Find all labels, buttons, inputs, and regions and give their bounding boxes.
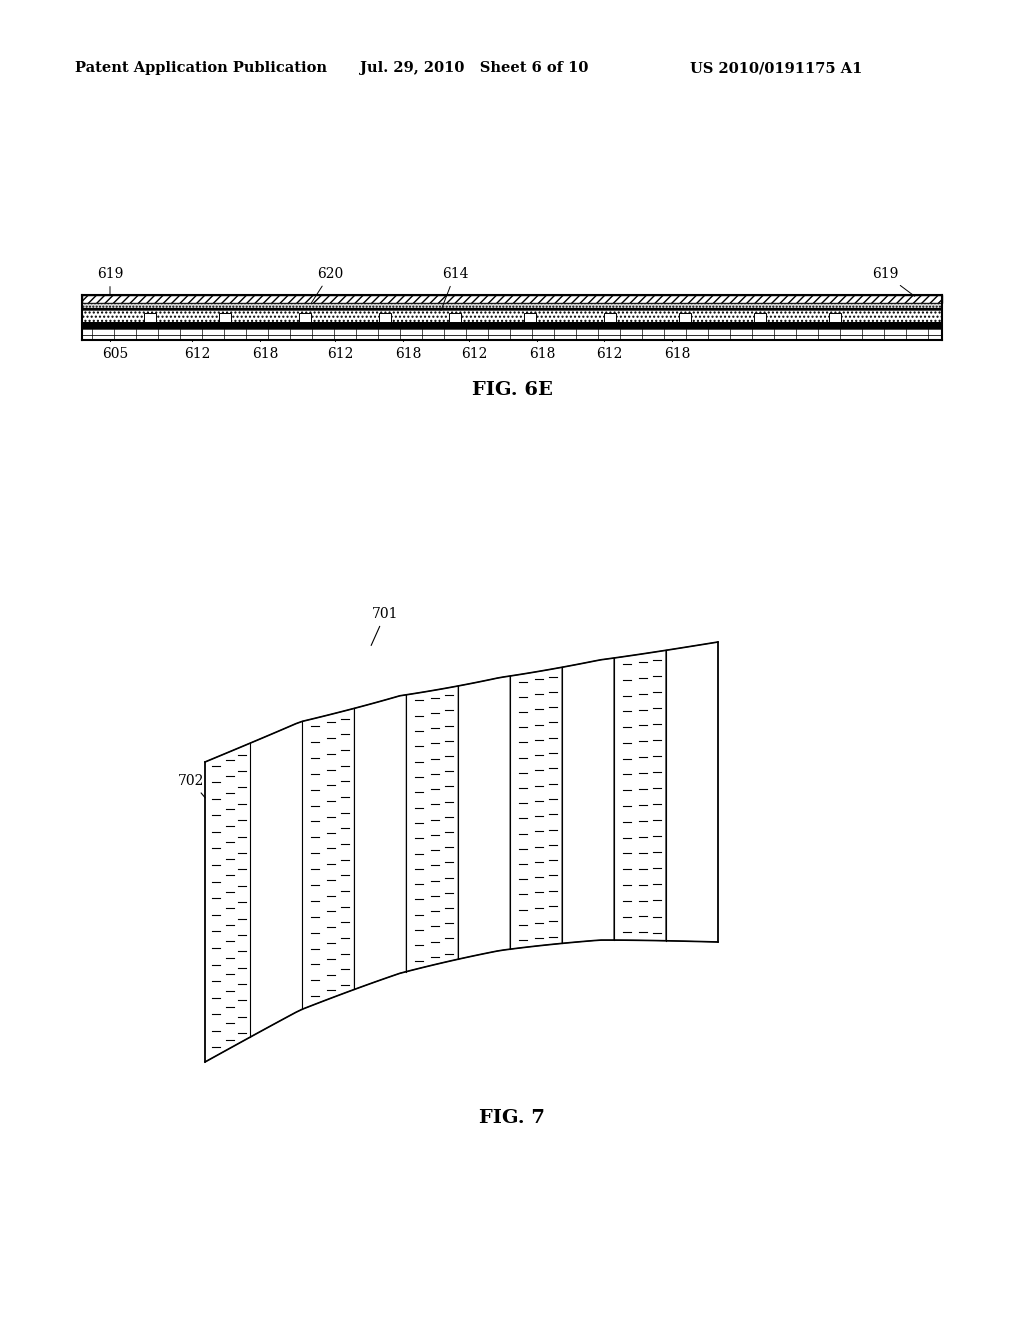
Polygon shape (666, 642, 718, 942)
Text: US 2010/0191175 A1: US 2010/0191175 A1 (690, 61, 862, 75)
Polygon shape (205, 743, 251, 1063)
Bar (219, 313, 231, 322)
Bar (144, 313, 156, 322)
Polygon shape (354, 694, 407, 990)
Text: 612: 612 (461, 341, 487, 360)
Polygon shape (510, 667, 562, 949)
Bar (82, 304, 942, 308)
Bar (754, 313, 766, 322)
Text: FIG. 7: FIG. 7 (479, 1109, 545, 1127)
Bar (82, 322, 942, 329)
Text: Patent Application Publication: Patent Application Publication (75, 61, 327, 75)
Bar (524, 313, 536, 322)
Bar (679, 313, 691, 322)
Text: 612: 612 (184, 341, 210, 360)
Text: 618: 618 (252, 341, 279, 360)
Text: 619: 619 (871, 267, 914, 296)
Text: 619: 619 (97, 267, 123, 296)
Bar (82, 329, 942, 335)
Text: 701: 701 (371, 607, 398, 645)
Text: 618: 618 (529, 341, 555, 360)
Bar (604, 313, 616, 322)
Text: 620: 620 (311, 267, 343, 302)
Text: 702: 702 (178, 774, 205, 797)
Text: 618: 618 (395, 341, 421, 360)
Bar (829, 313, 841, 322)
Bar (379, 313, 391, 322)
Text: 612: 612 (596, 341, 623, 360)
Polygon shape (302, 709, 354, 1010)
Text: 618: 618 (664, 341, 690, 360)
Text: FIG. 6E: FIG. 6E (472, 381, 552, 399)
Bar (449, 313, 461, 322)
Bar (82, 308, 942, 310)
Bar (299, 313, 311, 322)
Text: 612: 612 (327, 341, 353, 360)
Text: 605: 605 (102, 341, 128, 360)
Bar (82, 294, 942, 304)
Bar (82, 335, 942, 341)
Bar (82, 310, 942, 322)
Polygon shape (459, 676, 510, 960)
Polygon shape (251, 721, 302, 1038)
Polygon shape (407, 686, 459, 972)
Polygon shape (614, 651, 666, 941)
Text: 614: 614 (441, 267, 468, 310)
Polygon shape (562, 657, 614, 944)
Text: Jul. 29, 2010   Sheet 6 of 10: Jul. 29, 2010 Sheet 6 of 10 (360, 61, 589, 75)
